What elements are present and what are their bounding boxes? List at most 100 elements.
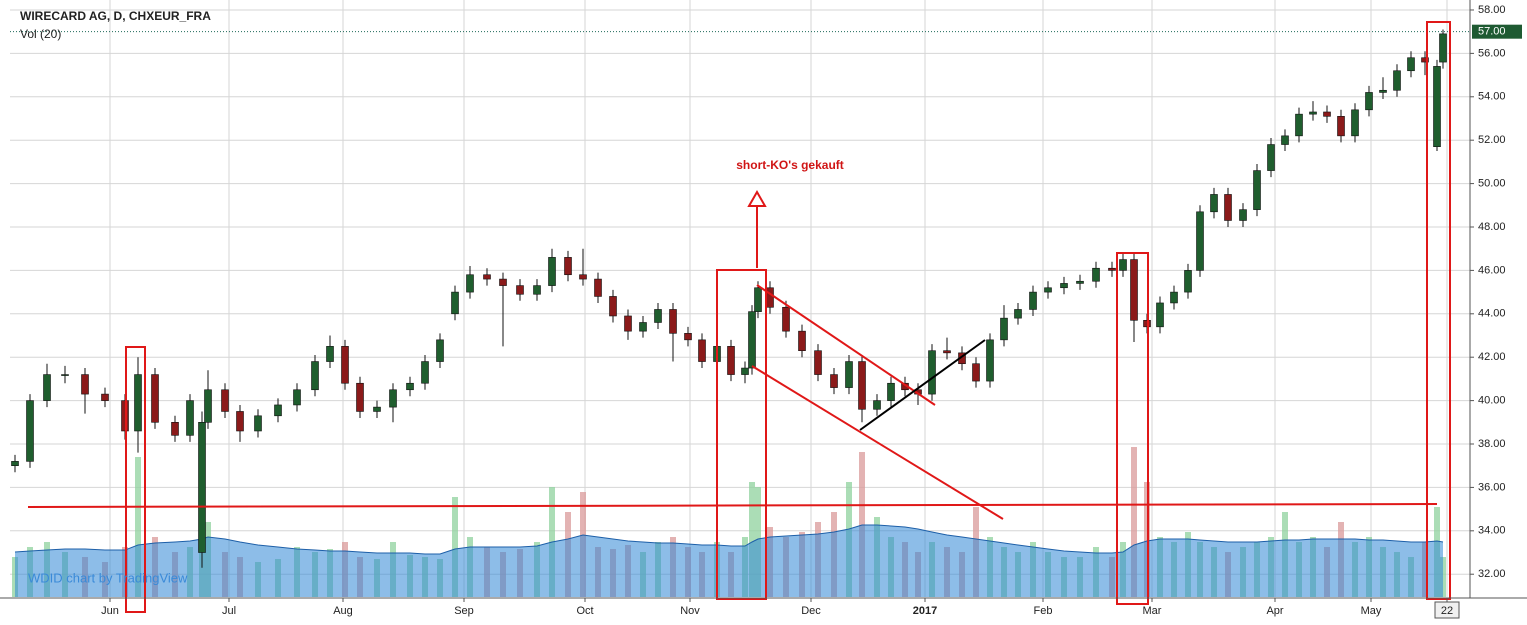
candle-body bbox=[727, 346, 735, 375]
candle-body bbox=[1253, 170, 1261, 210]
candle-body bbox=[1060, 283, 1068, 289]
candle-body bbox=[516, 285, 524, 295]
candle-body bbox=[171, 422, 179, 436]
candle-body bbox=[1170, 291, 1178, 304]
x-tick-label: 22 bbox=[1441, 605, 1453, 617]
candle-body bbox=[684, 333, 692, 341]
candle-body bbox=[748, 311, 756, 369]
volume-bar bbox=[452, 497, 458, 597]
candle-body bbox=[274, 404, 282, 417]
candle-body bbox=[1295, 113, 1303, 137]
candle-body bbox=[972, 363, 980, 382]
x-tick-label: Mar bbox=[1143, 605, 1162, 617]
candle-body bbox=[1196, 211, 1204, 271]
candle-body bbox=[81, 374, 89, 395]
candle-body bbox=[1267, 144, 1275, 171]
y-tick-label: 44.00 bbox=[1478, 308, 1506, 320]
y-tick-label: 38.00 bbox=[1478, 438, 1506, 450]
last-price-tag bbox=[1472, 24, 1522, 39]
channel-line bbox=[756, 284, 936, 406]
chart-title: WIRECARD AG, D, CHXEUR_FRA bbox=[20, 9, 211, 23]
candle-body bbox=[1092, 267, 1100, 282]
annotation: short-KO's gekauft bbox=[736, 158, 844, 172]
candle-body bbox=[1076, 280, 1084, 284]
candle-body bbox=[1156, 302, 1164, 328]
candle-body bbox=[1379, 89, 1387, 93]
candle-body bbox=[548, 257, 556, 286]
candle-body bbox=[151, 374, 159, 423]
candle-body bbox=[236, 411, 244, 432]
highlight-box bbox=[125, 346, 146, 613]
candle-body bbox=[1393, 70, 1401, 91]
candle-body bbox=[1108, 267, 1116, 271]
candle-body bbox=[1224, 194, 1232, 221]
arrow-head bbox=[747, 189, 767, 207]
candle-body bbox=[406, 382, 414, 391]
x-tick-label: 2017 bbox=[913, 605, 937, 617]
candle-body bbox=[483, 274, 491, 280]
candle-body bbox=[499, 278, 507, 286]
x-tick-highlight bbox=[1434, 601, 1460, 619]
candle-body bbox=[61, 374, 69, 376]
candle-body bbox=[830, 374, 838, 388]
candle-body bbox=[254, 415, 262, 432]
volume-bar bbox=[1131, 447, 1137, 597]
x-tick-label: Sep bbox=[454, 605, 474, 617]
candle-body bbox=[928, 350, 936, 395]
y-tick-label: 50.00 bbox=[1478, 177, 1506, 189]
candle-body bbox=[698, 339, 706, 362]
x-tick-label: Oct bbox=[576, 605, 593, 617]
candle-body bbox=[814, 350, 822, 375]
candle-body bbox=[1014, 309, 1022, 319]
candle-body bbox=[1029, 291, 1037, 310]
x-tick-label: Feb bbox=[1034, 605, 1053, 617]
candle-body bbox=[1044, 287, 1052, 293]
candle-body bbox=[594, 278, 602, 297]
candle-body bbox=[389, 389, 397, 408]
candle-body bbox=[1351, 109, 1359, 137]
trend-line bbox=[859, 339, 986, 431]
y-tick-label: 32.00 bbox=[1478, 568, 1506, 580]
candle-body bbox=[669, 309, 677, 334]
volume-ma-line bbox=[14, 524, 1444, 555]
watermark: WDID chart by TradingView bbox=[28, 570, 188, 585]
candle-body bbox=[1439, 33, 1447, 63]
candle-body bbox=[873, 400, 881, 410]
volume-bar bbox=[135, 457, 141, 597]
candle-body bbox=[1119, 259, 1127, 271]
y-tick-label: 48.00 bbox=[1478, 221, 1506, 233]
candle-body bbox=[1323, 111, 1331, 117]
candle-body bbox=[1184, 270, 1192, 293]
candle-body bbox=[1337, 116, 1345, 137]
candle-body bbox=[204, 389, 212, 423]
candle-body bbox=[466, 274, 474, 293]
candle-body bbox=[564, 257, 572, 276]
y-tick-label: 52.00 bbox=[1478, 134, 1506, 146]
candle-body bbox=[1130, 259, 1138, 321]
candle-body bbox=[782, 306, 790, 332]
candle-body bbox=[654, 309, 662, 323]
candle-body bbox=[373, 406, 381, 412]
y-tick-label: 34.00 bbox=[1478, 525, 1506, 537]
y-tick-label: 36.00 bbox=[1478, 481, 1506, 493]
candle-body bbox=[134, 374, 142, 432]
y-tick-label: 56.00 bbox=[1478, 47, 1506, 59]
x-tick-label: May bbox=[1361, 605, 1382, 617]
candle-body bbox=[101, 393, 109, 401]
candle-body bbox=[356, 382, 364, 412]
highlight-box bbox=[1116, 252, 1149, 605]
candle-body bbox=[341, 346, 349, 384]
candle-body bbox=[798, 330, 806, 351]
candle-body bbox=[1281, 135, 1289, 145]
volume-ma-area bbox=[15, 525, 1443, 597]
candle-body bbox=[579, 274, 587, 280]
y-tick-label: 40.00 bbox=[1478, 395, 1506, 407]
candle-body bbox=[754, 287, 762, 312]
x-tick-label: Jul bbox=[222, 605, 236, 617]
highlight-box bbox=[1426, 21, 1451, 600]
y-tick-label: 54.00 bbox=[1478, 91, 1506, 103]
y-tick-label: 58.00 bbox=[1478, 4, 1506, 16]
drawings bbox=[27, 21, 1451, 613]
